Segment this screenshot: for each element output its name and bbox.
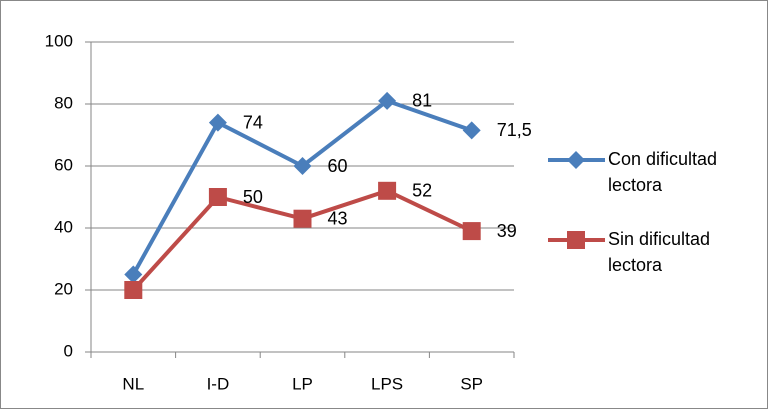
marker	[124, 281, 143, 299]
marker	[462, 222, 481, 241]
y-tick-label: 100	[45, 31, 73, 50]
x-tick-label: SP	[460, 374, 483, 393]
x-tick-label: NL	[122, 374, 144, 393]
marker	[293, 157, 312, 175]
legend-label: Con dificultad lectora	[608, 149, 718, 195]
x-tick-label: I-D	[207, 374, 230, 393]
marker	[293, 209, 312, 228]
marker	[567, 231, 585, 249]
data-label: 81	[412, 91, 432, 111]
data-label: 71,5	[497, 120, 532, 140]
marker	[124, 265, 143, 284]
marker	[567, 151, 585, 169]
y-tick-label: 40	[54, 217, 73, 236]
x-tick-label: LP	[292, 374, 313, 393]
data-label: 50	[243, 187, 263, 207]
data-label: 43	[328, 208, 348, 228]
data-label: 39	[497, 221, 517, 241]
y-tick-label: 80	[54, 93, 73, 112]
marker	[378, 91, 397, 110]
marker	[462, 121, 481, 140]
legend-label: Sin dificultad lectora	[608, 229, 711, 275]
data-label: 60	[328, 156, 348, 176]
marker	[208, 188, 227, 206]
y-tick-label: 20	[54, 279, 73, 298]
y-tick-label: 0	[64, 341, 73, 360]
marker	[208, 113, 227, 132]
data-label: 74	[243, 112, 263, 132]
series-line	[131, 188, 473, 292]
data-label: 52	[412, 181, 432, 201]
x-tick-label: LPS	[371, 374, 403, 393]
marker	[378, 181, 397, 200]
y-tick-label: 60	[54, 155, 73, 174]
